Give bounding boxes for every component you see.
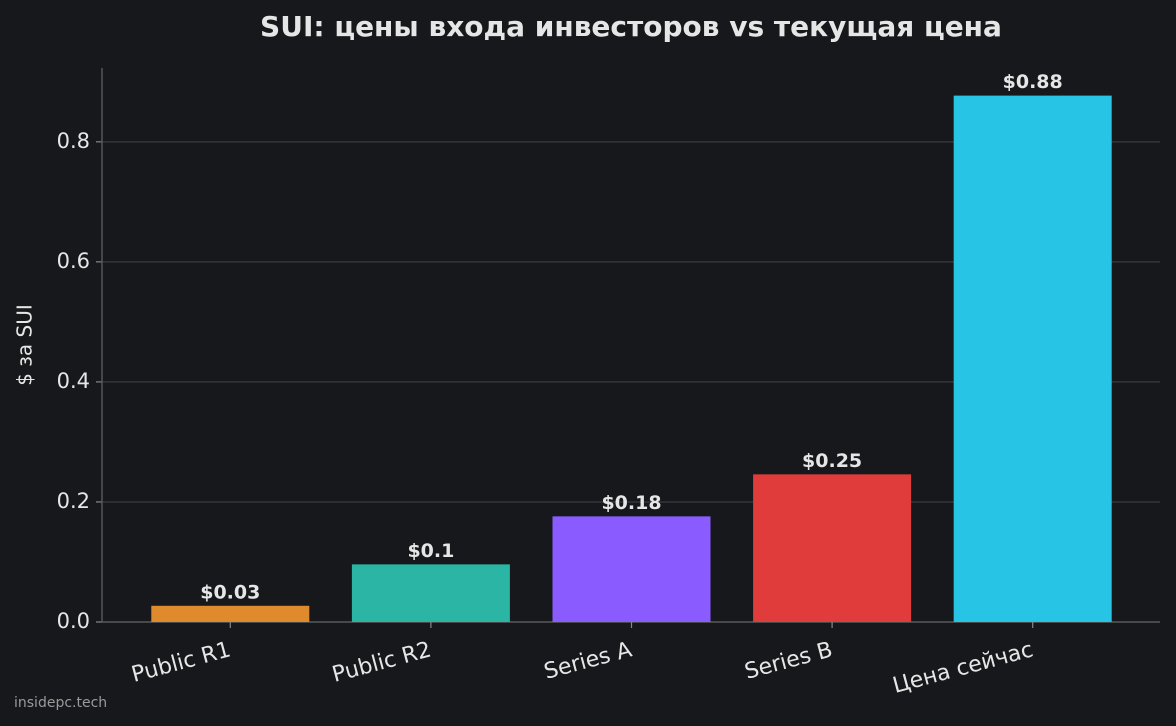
y-axis-label: $ за SUI: [13, 304, 37, 386]
bar: [151, 605, 310, 622]
y-tick-label: 0.0: [57, 609, 90, 633]
bar: [753, 474, 912, 622]
value-label: $0.88: [1003, 71, 1063, 93]
x-tick-label: Series A: [541, 637, 634, 684]
x-tick-label: Цена сейчас: [890, 637, 1036, 698]
chart-title: SUI: цены входа инвесторов vs текущая це…: [260, 10, 1002, 43]
x-tick-label: Public R1: [129, 637, 233, 687]
y-tick-label: 0.8: [57, 129, 90, 153]
y-tick-label: 0.6: [57, 249, 90, 273]
value-label: $0.25: [802, 450, 862, 472]
value-label: $0.18: [601, 492, 661, 514]
value-label: $0.1: [407, 540, 454, 562]
y-tick-label: 0.2: [57, 489, 90, 513]
x-tick-label: Series B: [742, 637, 835, 684]
bar: [953, 95, 1112, 622]
bar: [351, 564, 510, 622]
bar: [552, 516, 711, 622]
y-tick-label: 0.4: [57, 369, 90, 393]
value-label: $0.03: [200, 581, 260, 603]
x-tick-label: Public R2: [330, 637, 434, 687]
watermark: insidepc.tech: [14, 695, 107, 711]
